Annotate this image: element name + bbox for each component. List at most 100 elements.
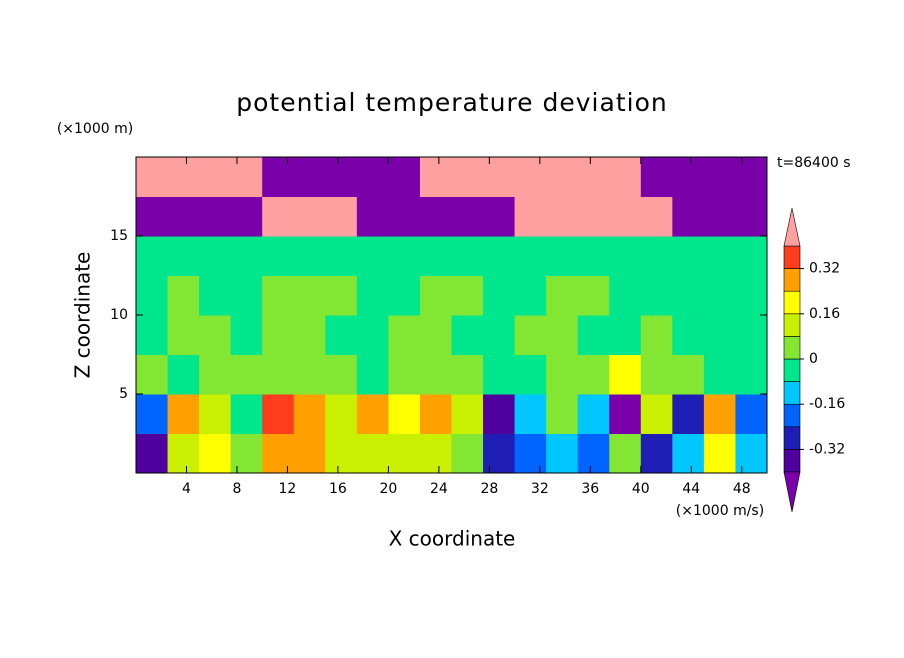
contour-cell [356,394,389,434]
contour-cell [577,275,610,316]
x-tick-label: 12 [279,481,297,497]
x-unit: (×1000 m/s) [676,503,764,519]
contour-cell [388,236,421,276]
contour-cell [356,236,389,276]
contour-cell [293,236,326,276]
contour-cell [293,433,326,474]
contour-cell [514,433,547,474]
contour-cell [672,157,705,197]
contour-cell [546,394,579,434]
contour-cell [703,433,736,474]
contour-cell [199,394,232,434]
contour-cell [735,236,768,276]
colorbar-tick-label: -0.32 [809,441,845,457]
contour-cell [735,315,768,355]
contour-cell [230,236,263,276]
annotation: t=86400 s [777,155,851,171]
contour-cell [293,275,326,316]
contour-cell [419,196,452,237]
x-tick-label: 32 [531,481,549,497]
contour-cell [483,394,516,434]
contour-cell [325,394,358,434]
contour-cell [199,315,232,355]
contour-cell [703,354,736,395]
contour-cell [483,315,516,355]
contour-cell [735,157,768,197]
colorbar-box [783,426,801,450]
y-unit: (×1000 m) [57,121,133,137]
contour-cell [230,315,263,355]
contour-cell [640,157,673,197]
contour-cell [388,157,421,197]
contour-cell [672,275,705,316]
x-tick-label: 36 [581,481,599,497]
contour-cell [483,354,516,395]
contour-cell [419,157,452,197]
contour-cell [262,315,295,355]
x-tick-label: 16 [329,481,347,497]
contour-cell [199,157,232,197]
contour-cell [546,196,579,237]
contour-cell [703,394,736,434]
contour-cell [136,157,169,197]
colorbar-box [783,449,801,473]
contour-cell [546,433,579,474]
x-tick-label: 20 [379,481,397,497]
colorbar-box [783,381,801,405]
contour-cell [735,354,768,395]
contour-cell [735,196,768,237]
contour-cell [167,433,200,474]
colorbar-box [783,290,801,315]
contour-cell [640,236,673,276]
contour-cell [735,433,768,474]
contour-cell [514,236,547,276]
contour-cell [325,354,358,395]
contour-cell [262,275,295,316]
contour-cell [451,275,484,316]
contour-cell [136,354,169,395]
contour-cell [577,394,610,434]
contour-cell [167,354,200,395]
contour-cell [262,196,295,237]
contour-cell [640,394,673,434]
contour-cell [546,236,579,276]
contour-cell [451,354,484,395]
contour-cell [167,275,200,316]
contour-cell [640,433,673,474]
contour-cell [703,157,736,197]
contour-cell [609,196,642,237]
contour-cell [388,354,421,395]
y-tick-label: 5 [119,386,128,402]
contour-cell [325,433,358,474]
contour-cell [356,196,389,237]
contour-cell [514,354,547,395]
contour-cell [514,394,547,434]
colorbar-tick-label: 0.32 [809,261,840,277]
contour-cell [483,196,516,237]
contour-cell [703,315,736,355]
contour-cell [356,315,389,355]
contour-cell [577,315,610,355]
contour-cell [451,394,484,434]
colorbar-box [783,358,801,382]
contour-cell [735,275,768,316]
x-tick-label: 24 [430,481,448,497]
contour-cell [136,315,169,355]
contour-cell [356,275,389,316]
contour-cell [419,236,452,276]
contour-cell [546,354,579,395]
contour-cell [325,157,358,197]
contour-cell [609,275,642,316]
contour-cell [609,433,642,474]
contour-cell [199,236,232,276]
contour-cell [672,315,705,355]
contour-cell [356,354,389,395]
contour-cell [451,236,484,276]
x-tick-label: 48 [733,481,751,497]
contour-cell [199,196,232,237]
contour-cell [640,196,673,237]
contour-cell [451,315,484,355]
contour-cell [451,157,484,197]
contour-cell [546,275,579,316]
contour-cell [514,157,547,197]
